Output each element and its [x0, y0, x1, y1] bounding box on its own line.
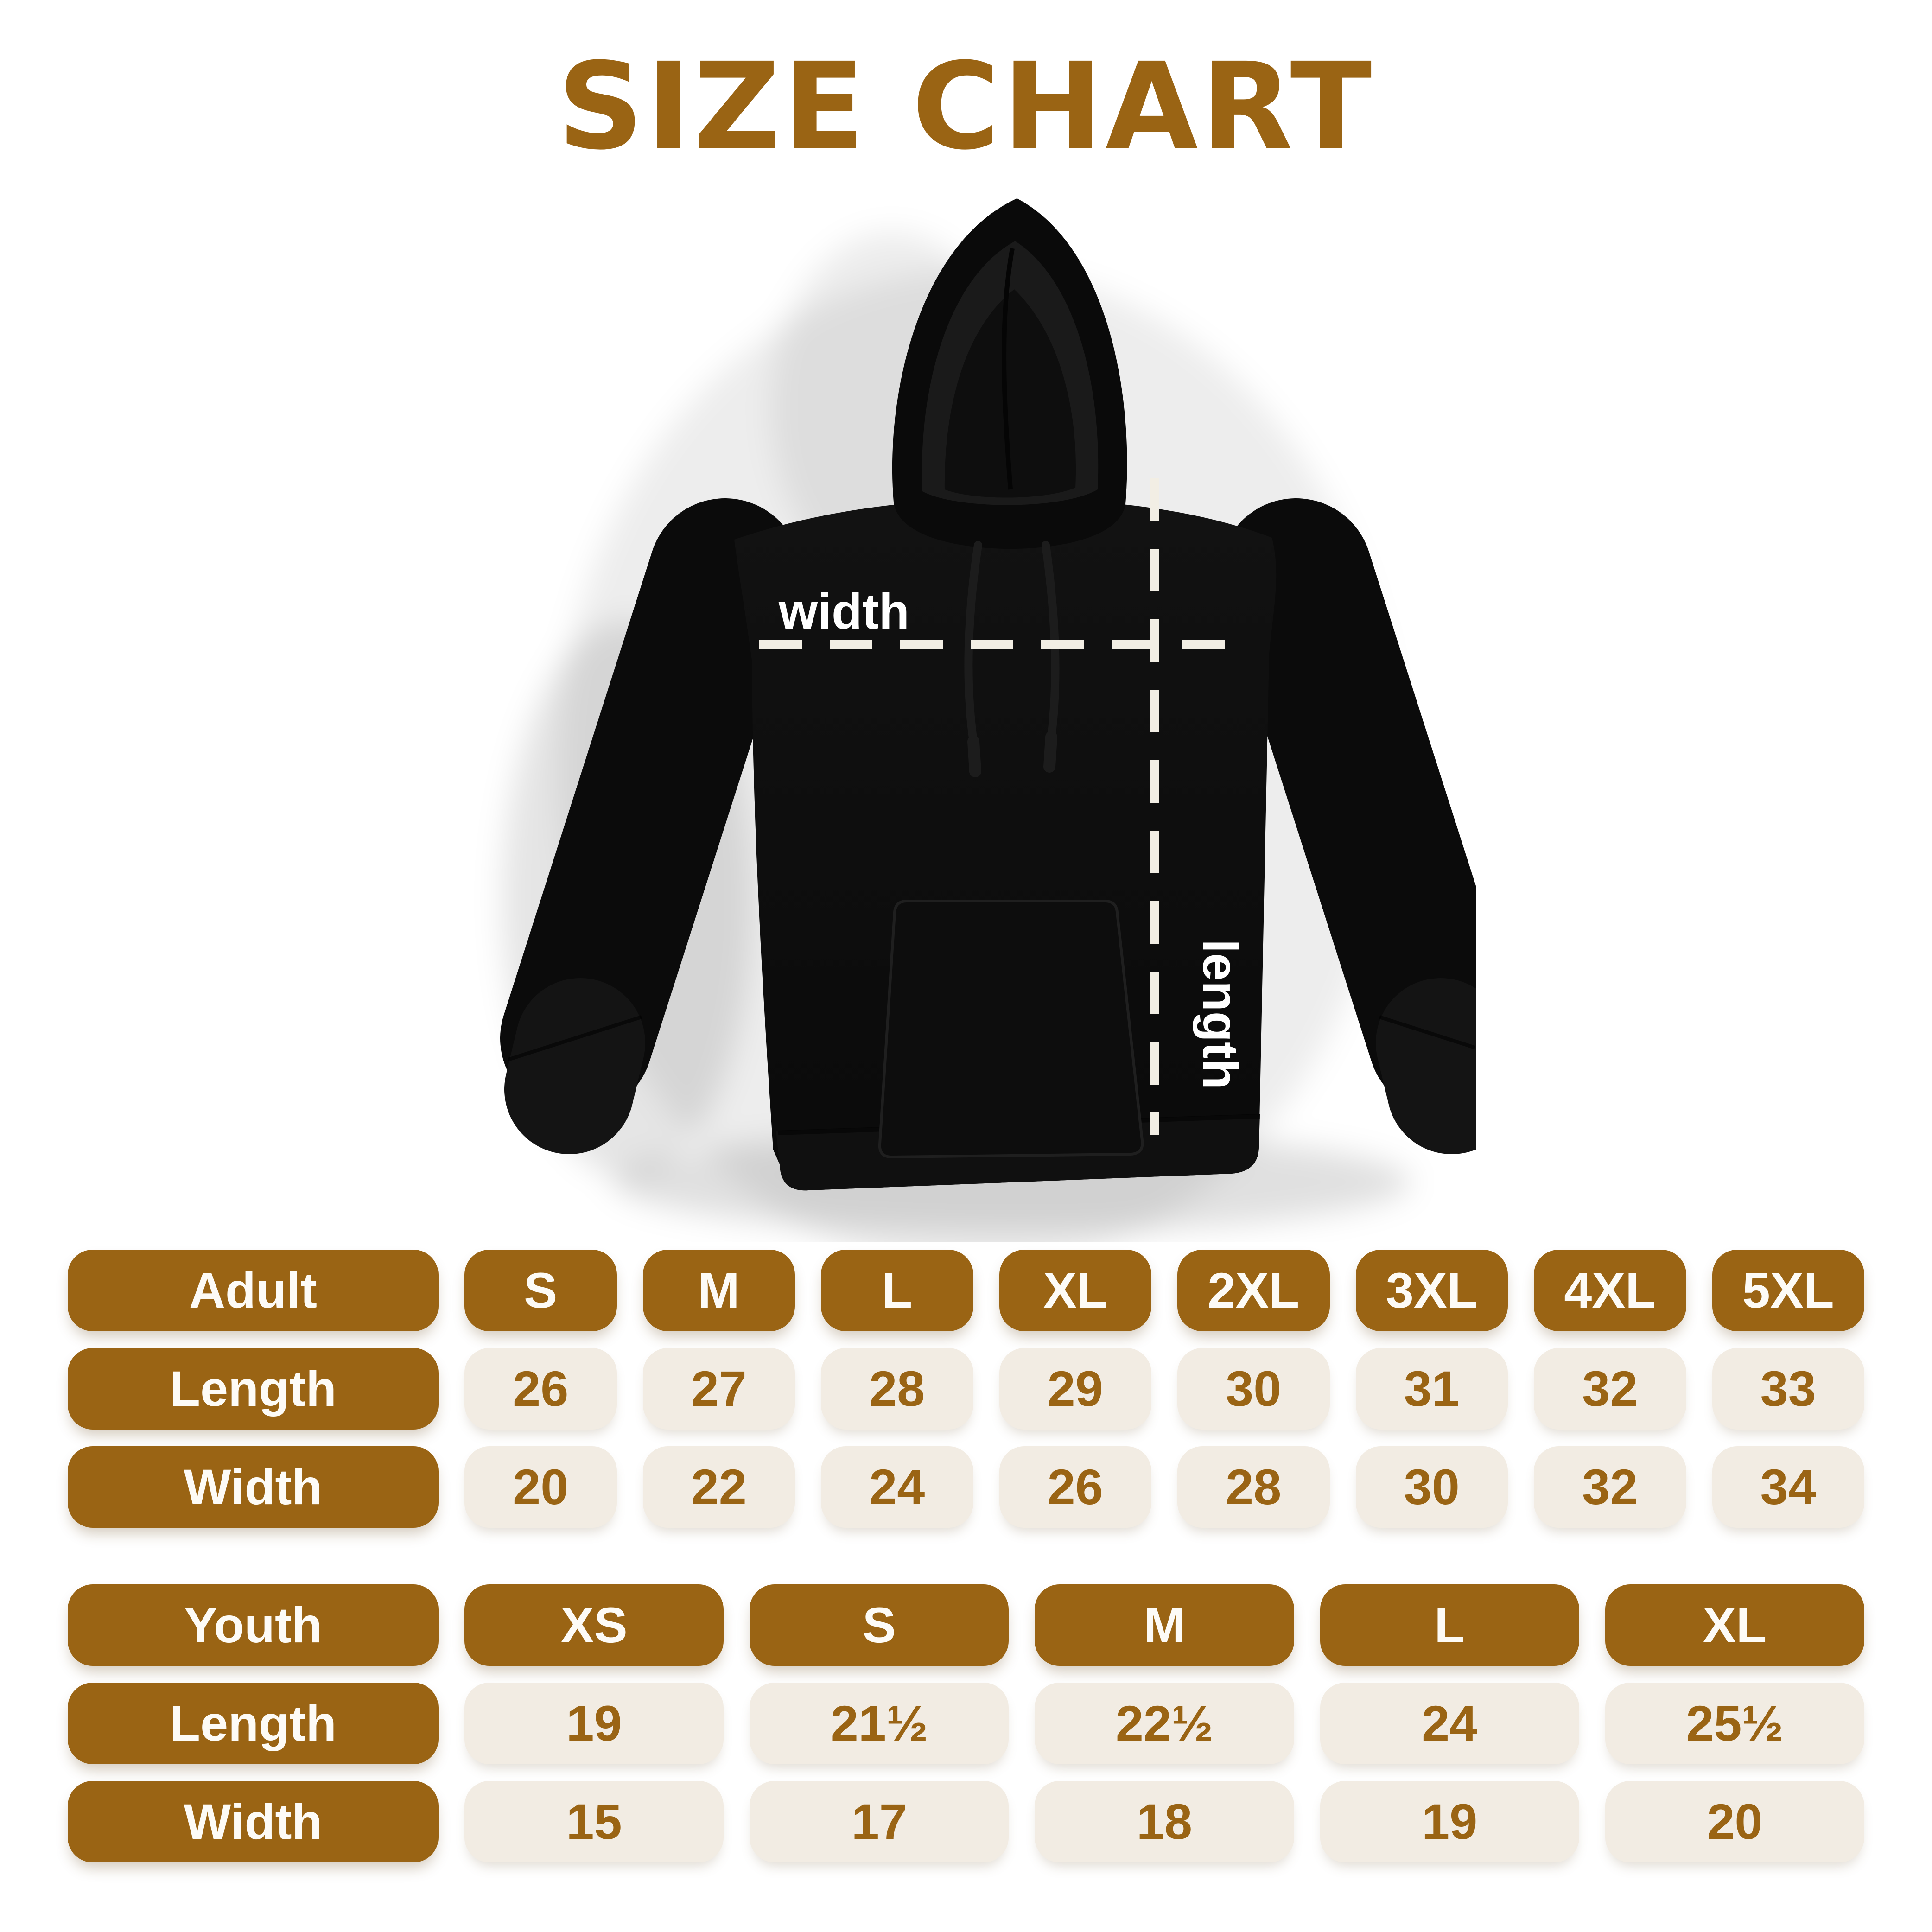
hoodie-hood — [892, 198, 1127, 549]
size-value: 34 — [1712, 1446, 1864, 1528]
row-label-length: Length — [68, 1348, 439, 1430]
adult-size-table: Adult S M L XL 2XL 3XL 4XL 5XL Length 26 27 28 29 30 31… — [68, 1250, 1864, 1528]
size-value: 26 — [999, 1446, 1151, 1528]
size-value: 32 — [1534, 1348, 1686, 1430]
size-value: 28 — [1177, 1446, 1330, 1528]
row-label-width: Width — [68, 1781, 439, 1862]
size-value: 15 — [464, 1781, 724, 1862]
size-header-l: L — [1320, 1584, 1579, 1666]
size-header-m: M — [1035, 1584, 1294, 1666]
size-value: 22½ — [1035, 1683, 1294, 1764]
size-header-xs: XS — [464, 1584, 724, 1666]
hoodie-pocket — [878, 900, 1144, 1159]
hoodie-illustration: width length — [500, 198, 1476, 1242]
size-value: 31 — [1355, 1348, 1508, 1430]
size-header-s: S — [464, 1250, 617, 1331]
size-value: 29 — [999, 1348, 1151, 1430]
size-header-4xl: 4XL — [1534, 1250, 1686, 1331]
size-value: 20 — [1605, 1781, 1864, 1862]
size-value: 32 — [1534, 1446, 1686, 1528]
size-header-5xl: 5XL — [1712, 1250, 1864, 1331]
size-value: 24 — [1320, 1683, 1579, 1764]
width-label: width — [778, 583, 909, 639]
size-value: 17 — [750, 1781, 1009, 1862]
length-label: length — [1193, 939, 1249, 1089]
size-value: 19 — [464, 1683, 724, 1764]
measurement-guides: width length — [759, 478, 1249, 1135]
row-label-length: Length — [68, 1683, 439, 1764]
size-header-3xl: 3XL — [1355, 1250, 1508, 1331]
size-value: 25½ — [1605, 1683, 1864, 1764]
size-value: 20 — [464, 1446, 617, 1528]
size-value: 18 — [1035, 1781, 1294, 1862]
table-title-youth: Youth — [68, 1584, 439, 1666]
page-title: SIZE CHART — [557, 37, 1375, 176]
hoodie-sleeves — [500, 498, 1476, 1154]
size-header-xl: XL — [1605, 1584, 1864, 1666]
size-value: 24 — [821, 1446, 973, 1528]
size-header-m: M — [642, 1250, 795, 1331]
size-value: 33 — [1712, 1348, 1864, 1430]
size-value: 21½ — [750, 1683, 1009, 1764]
size-value: 26 — [464, 1348, 617, 1430]
size-value: 30 — [1177, 1348, 1330, 1430]
table-title-adult: Adult — [68, 1250, 439, 1331]
size-value: 30 — [1355, 1446, 1508, 1528]
size-value: 28 — [821, 1348, 973, 1430]
size-value: 19 — [1320, 1781, 1579, 1862]
size-value: 27 — [642, 1348, 795, 1430]
size-header-2xl: 2XL — [1177, 1250, 1330, 1331]
size-header-l: L — [821, 1250, 973, 1331]
size-header-s: S — [750, 1584, 1009, 1666]
hoodie-measurement-diagram: width length — [456, 176, 1476, 1242]
hoodie-body — [734, 499, 1277, 1191]
row-label-width: Width — [68, 1446, 439, 1528]
size-value: 22 — [642, 1446, 795, 1528]
size-header-xl: XL — [999, 1250, 1151, 1331]
youth-size-table: Youth XS S M L XL Length 19 21½ 22½ 24 25½ Width 15 17… — [68, 1584, 1864, 1862]
